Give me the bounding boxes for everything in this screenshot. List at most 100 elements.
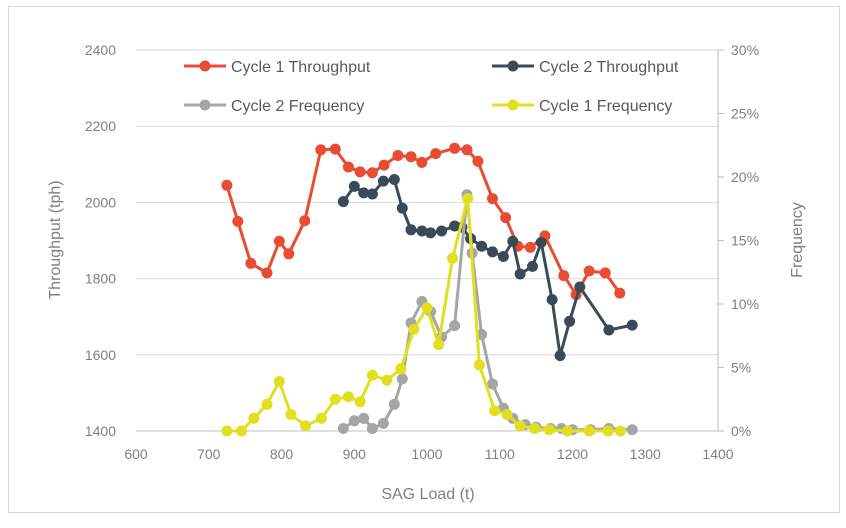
y2-tick-label: 0% [731, 423, 751, 439]
cycle-1-throughput-point [342, 161, 354, 173]
cycle-1-frequency-point [447, 252, 458, 264]
y2-axis-title: Frequency [789, 202, 806, 278]
cycle-2-throughput-point [425, 227, 437, 239]
cycle-1-frequency-point [583, 425, 595, 437]
cycle-1-frequency-point [514, 420, 526, 432]
axes: 1400 1600 1800 2000 2200 2400 600 700 800 900 1000… [85, 42, 759, 462]
y2-tick-label: 10% [731, 296, 759, 312]
cycle-2-throughput-point [603, 324, 615, 336]
cycle-1-frequency-point [615, 425, 626, 437]
legend: Cycle 1 Throughput Cycle 2 Throughput Cycl… [184, 59, 679, 115]
legend-swatch-marker [507, 99, 519, 111]
cycle-1-throughput-point [461, 144, 473, 156]
cycle-1-frequency-point [489, 405, 501, 417]
cycle-2-frequency-point [377, 417, 389, 429]
y-tick-label: 2400 [85, 42, 116, 58]
cycle-1-throughput-point [392, 150, 404, 161]
cycle-1-frequency-point [473, 359, 485, 371]
cycle-2-throughput-point [574, 281, 586, 293]
cycle-2-frequency-point [626, 424, 638, 436]
cycle-1-throughput-point [405, 151, 417, 163]
cycle-2-throughput-point [366, 188, 378, 200]
cycle-1-frequency-point [421, 302, 433, 314]
cycle-2-throughput-point [487, 246, 498, 258]
cycle-2-throughput-point [546, 294, 558, 306]
cycle-1-throughput-point [583, 265, 595, 277]
cycle-1-throughput-point [273, 235, 285, 247]
cycle-1-frequency-point [285, 409, 297, 420]
cycle-2-throughput-point [436, 225, 448, 237]
cycle-1-frequency-point [561, 425, 573, 437]
cycle-1-frequency-point [329, 393, 341, 405]
cycle-1-frequency-point [354, 396, 366, 408]
cycle-1-throughput-point [299, 215, 311, 227]
cycle-2-throughput-point [405, 224, 417, 236]
cycle-2-frequency-point [449, 320, 461, 332]
y2-tick-label: 20% [731, 169, 759, 185]
cycle-1-throughput-point [430, 148, 442, 160]
cycle-2-frequency-point [358, 412, 370, 424]
x-tick-label: 1200 [557, 446, 588, 462]
cycle-2-throughput-point [476, 240, 488, 252]
cycle-2-throughput-point [388, 174, 400, 185]
cycle-1-throughput-point [283, 248, 295, 260]
cycle-1-frequency-point [501, 409, 513, 420]
cycle-2-throughput-point [527, 260, 538, 272]
x-tick-label: 1000 [411, 446, 442, 462]
cycle-1-frequency-point [543, 424, 555, 436]
x-tick-label: 1100 [485, 446, 515, 462]
cycle-1-throughput-point [524, 241, 536, 253]
cycle-2-throughput-point [564, 315, 576, 327]
chart-frame [8, 6, 840, 513]
y-tick-label: 1600 [85, 347, 116, 363]
cycle-1-throughput-point [221, 179, 233, 191]
legend-label: Cycle 2 Frequency [231, 98, 364, 115]
cycle-1-frequency-point [316, 412, 327, 424]
x-tick-label: 700 [197, 446, 221, 462]
legend-label: Cycle 1 Throughput [231, 59, 371, 76]
cycle-1-throughput-point [366, 167, 378, 179]
cycle-1-throughput-point [232, 215, 244, 227]
legend-swatch-marker [507, 60, 519, 72]
cycle-1-throughput-point [261, 267, 273, 279]
cycle-1-throughput-point [599, 267, 611, 279]
cycle-2-throughput-point [337, 196, 349, 208]
cycle-2-frequency-point [396, 373, 408, 385]
cycle-1-frequency-point [261, 398, 273, 410]
y2-tick-label: 30% [731, 42, 759, 58]
series-layer [221, 142, 638, 437]
cycle-1-frequency-point [248, 412, 260, 424]
cycle-1-frequency-point [381, 374, 393, 386]
cycle-2-frequency-point [487, 378, 498, 390]
cycle-2-throughput-point [535, 236, 547, 248]
cycle-2-frequency-point [348, 415, 360, 427]
cycle-1-throughput-point [245, 257, 257, 269]
cycle-1-throughput-point [329, 143, 341, 155]
cycle-2-throughput-point [377, 175, 389, 187]
x-tick-label: 600 [124, 446, 148, 462]
cycle-1-throughput-point [500, 212, 512, 224]
cycle-2-throughput-point [396, 202, 408, 214]
x-tick-label: 1300 [630, 446, 661, 462]
y-axis-title: Throughput (tph) [47, 180, 64, 299]
cycle-2-throughput-point [554, 350, 566, 362]
y-tick-label: 1400 [85, 423, 116, 439]
cycle-1-throughput-point [378, 159, 390, 171]
cycle-1-frequency-point [300, 420, 311, 432]
y2-tick-label: 5% [731, 360, 751, 376]
legend-swatch-marker [199, 60, 211, 72]
cycle-1-throughput-point [416, 156, 428, 168]
y-tick-label: 2000 [85, 194, 116, 210]
x-tick-label: 800 [270, 446, 294, 462]
cycle-1-throughput-point [614, 287, 626, 299]
cycle-1-frequency-point [273, 376, 285, 387]
y-tick-label: 1800 [85, 271, 116, 287]
cycle-1-throughput-point [558, 270, 570, 282]
cycle-1-frequency-point [366, 369, 378, 381]
cycle-1-frequency-point [433, 339, 445, 351]
cycle-2-throughput-point [507, 235, 519, 247]
cycle-1-frequency-point [602, 425, 614, 437]
cycle-2-throughput-point [358, 187, 370, 199]
cycle-1-frequency-point [236, 425, 247, 437]
